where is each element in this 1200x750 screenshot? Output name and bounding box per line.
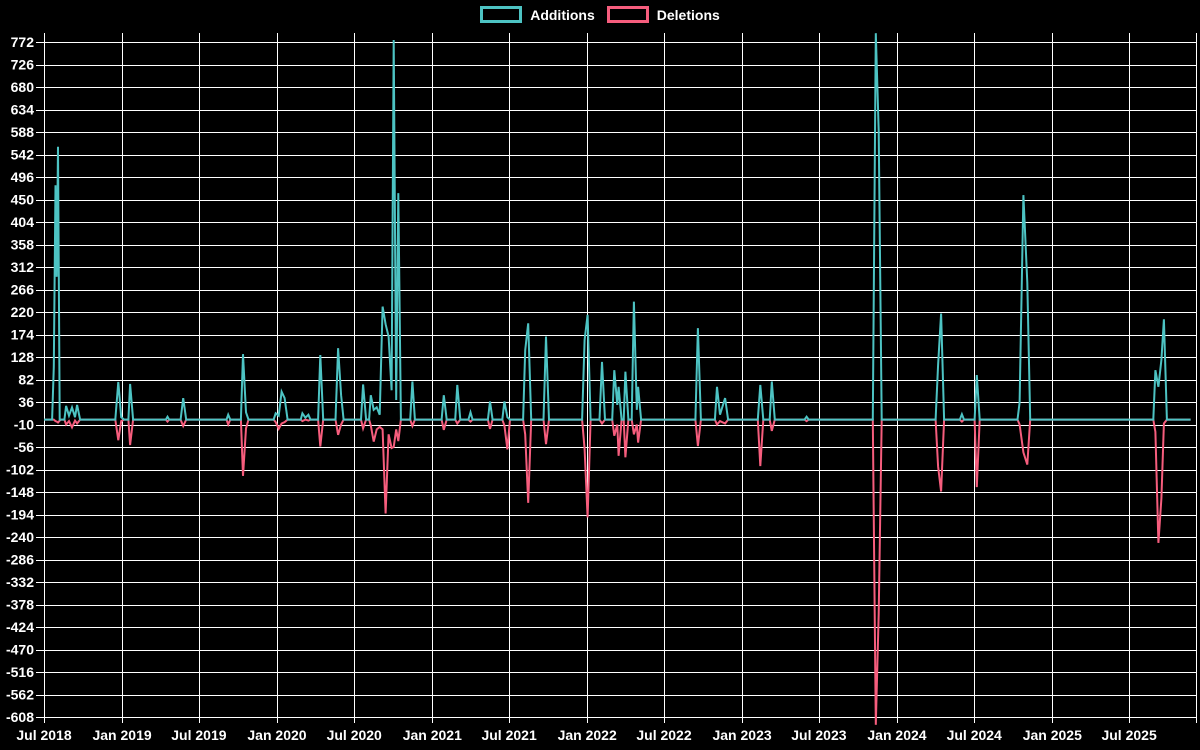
svg-text:358: 358 <box>11 237 35 253</box>
svg-text:Jan 2025: Jan 2025 <box>1023 727 1082 743</box>
svg-text:-194: -194 <box>6 507 34 523</box>
svg-text:128: 128 <box>11 349 35 365</box>
svg-text:726: 726 <box>11 57 35 73</box>
svg-text:Jan 2023: Jan 2023 <box>712 727 771 743</box>
svg-text:404: 404 <box>11 214 35 230</box>
svg-text:Jul 2021: Jul 2021 <box>481 727 536 743</box>
svg-text:220: 220 <box>11 304 35 320</box>
svg-text:496: 496 <box>11 169 35 185</box>
legend-item-deletions[interactable]: Deletions <box>606 6 720 23</box>
svg-text:312: 312 <box>11 259 35 275</box>
svg-text:Jul 2025: Jul 2025 <box>1101 727 1156 743</box>
y-axis-labels: 772 726 680 634 588 542 496 450 404 358 312 266 220 1… <box>6 34 34 725</box>
svg-text:-424: -424 <box>6 619 34 635</box>
svg-text:Jan 2022: Jan 2022 <box>558 727 617 743</box>
additions-swatch-icon <box>480 6 523 23</box>
svg-text:772: 772 <box>11 34 35 50</box>
series-line-additions <box>44 33 1191 421</box>
svg-text:542: 542 <box>11 147 35 163</box>
svg-text:Jul 2022: Jul 2022 <box>636 727 691 743</box>
deletions-swatch-icon <box>606 6 649 23</box>
svg-text:174: 174 <box>11 327 35 343</box>
svg-text:-562: -562 <box>6 687 34 703</box>
svg-text:-102: -102 <box>6 462 34 478</box>
svg-text:Jan 2024: Jan 2024 <box>867 727 926 743</box>
svg-text:Jul 2018: Jul 2018 <box>16 727 71 743</box>
svg-text:634: 634 <box>11 102 35 118</box>
svg-text:-516: -516 <box>6 664 34 680</box>
svg-text:266: 266 <box>11 282 35 298</box>
svg-text:36: 36 <box>18 394 34 410</box>
x-axis-labels: Jul 2018 Jan 2019 Jul 2019 Jan 2020 Jul 2020… <box>16 727 1157 743</box>
svg-text:588: 588 <box>11 124 35 140</box>
svg-text:680: 680 <box>11 79 35 95</box>
svg-text:Jul 2019: Jul 2019 <box>171 727 226 743</box>
svg-text:-148: -148 <box>6 484 34 500</box>
svg-text:Jul 2020: Jul 2020 <box>327 727 382 743</box>
series-line-deletions <box>44 418 1191 725</box>
svg-text:Jul 2023: Jul 2023 <box>791 727 846 743</box>
data-series <box>44 33 1191 725</box>
svg-text:Jan 2019: Jan 2019 <box>92 727 151 743</box>
svg-text:-608: -608 <box>6 709 34 725</box>
tick-marks <box>36 42 1130 723</box>
svg-text:-286: -286 <box>6 552 34 568</box>
svg-text:Jan 2021: Jan 2021 <box>403 727 462 743</box>
svg-text:Jul 2024: Jul 2024 <box>947 727 1002 743</box>
svg-text:82: 82 <box>18 372 34 388</box>
svg-text:-10: -10 <box>14 417 34 433</box>
svg-text:-378: -378 <box>6 597 34 613</box>
svg-text:-470: -470 <box>6 642 34 658</box>
chart-legend: Additions Deletions <box>0 6 1200 23</box>
svg-text:-56: -56 <box>14 439 34 455</box>
svg-text:Jan 2020: Jan 2020 <box>247 727 306 743</box>
legend-label-additions: Additions <box>530 6 595 23</box>
svg-text:-332: -332 <box>6 574 34 590</box>
legend-label-deletions: Deletions <box>656 6 720 23</box>
svg-text:450: 450 <box>11 192 35 208</box>
svg-text:-240: -240 <box>6 529 34 545</box>
gridlines <box>44 33 1197 723</box>
legend-item-additions[interactable]: Additions <box>480 6 595 23</box>
